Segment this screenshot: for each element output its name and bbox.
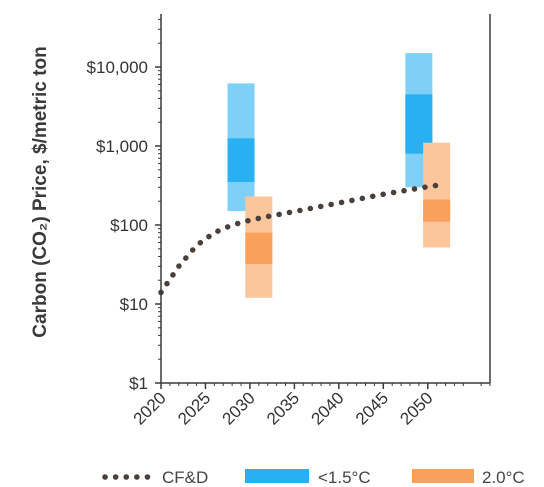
x-tick-label: 2050 (396, 388, 436, 428)
cfd-dotted-line (158, 181, 449, 296)
y-tick-label: $100 (110, 216, 148, 235)
x-tick-labels: 2020 2025 2030 2035 2040 2045 2050 (130, 388, 437, 428)
y-tick-labels: $1 $10 $100 $1,000 $10,000 (87, 58, 148, 393)
cfd-line-path (158, 181, 449, 296)
y-tick-label: $1,000 (96, 137, 148, 156)
range-bar-core (227, 138, 255, 183)
legend-cfd-label: CF&D (162, 468, 208, 487)
legend: CF&D <1.5°C 2.0°C (102, 468, 525, 487)
x-tick-label: 2045 (352, 388, 392, 428)
y-tick-label: $10 (120, 295, 148, 314)
y-tick-label: $1 (129, 374, 148, 393)
x-tick-label: 2030 (219, 388, 259, 428)
range-bars (227, 53, 451, 298)
range-bar-core (423, 199, 451, 222)
x-tick-label: 2020 (130, 388, 170, 428)
axes (155, 14, 491, 389)
y-axis-label: Carbon (CO₂) Price, $/metric ton (30, 46, 51, 337)
legend-2-0c-swatch (412, 469, 474, 483)
legend-1-5c-swatch (245, 469, 309, 483)
legend-2-0c-label: 2.0°C (482, 468, 525, 487)
legend-1-5c-label: <1.5°C (318, 468, 371, 487)
x-tick-label: 2035 (263, 388, 303, 428)
x-tick-label: 2040 (307, 388, 347, 428)
range-bar-core (245, 232, 273, 265)
y-tick-label: $10,000 (87, 58, 148, 77)
range-bar-full (423, 142, 451, 248)
x-tick-label: 2025 (174, 388, 214, 428)
